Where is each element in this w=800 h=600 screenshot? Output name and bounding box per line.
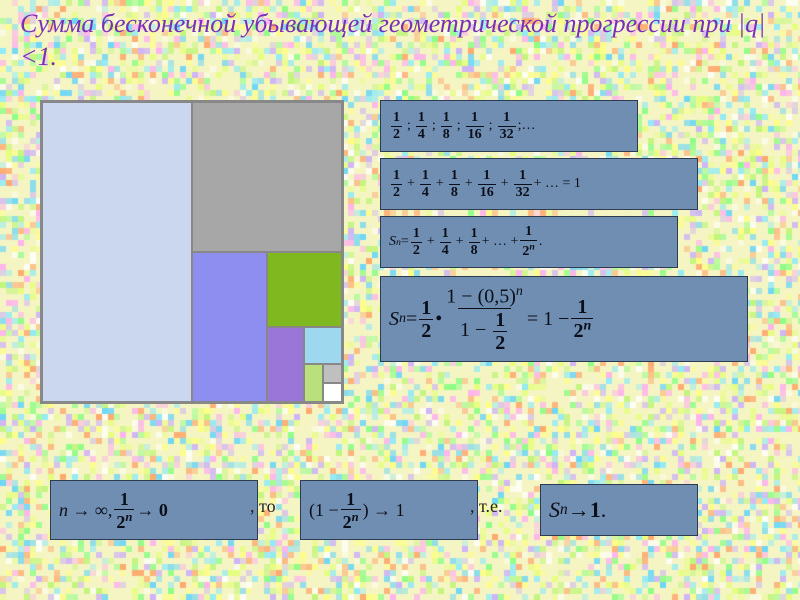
piece-half [42, 102, 192, 402]
piece-sixty4 [304, 327, 342, 364]
slide-content: Сумма бесконечной убывающей геометрическ… [0, 0, 800, 600]
formula-sn-partial: Sn = 12+14+18 + … + 12n. [380, 216, 678, 268]
formula-sequence: 12;14;18;116;132;… [380, 100, 638, 152]
piece-thirty2 [267, 327, 304, 402]
connector-ie: , т.е. [470, 496, 503, 517]
page-title: Сумма бесконечной убывающей геометрическ… [20, 8, 780, 73]
formula-limit-term: n → ∞, 12n → 0 [50, 480, 258, 540]
piece-one28 [304, 364, 323, 402]
piece-eighth [192, 252, 267, 402]
piece-quarter [192, 102, 342, 252]
formula-limit-sn: Sn → 1. [540, 484, 698, 536]
piece-one256 [323, 364, 342, 383]
formula-sn-closed: Sn = 12 • 1 − (0,5)n1 − 12 = 1 − 12n [380, 276, 748, 362]
connector-to: , то [250, 496, 276, 517]
piece-sixteenth [267, 252, 342, 327]
unit-square-diagram [40, 100, 344, 404]
piece-rest [323, 383, 342, 402]
formula-limit-paren: (1 − 12n) → 1 [300, 480, 478, 540]
formula-sum-equals-1: 12+14+18+116+132 + … = 1 [380, 158, 698, 210]
